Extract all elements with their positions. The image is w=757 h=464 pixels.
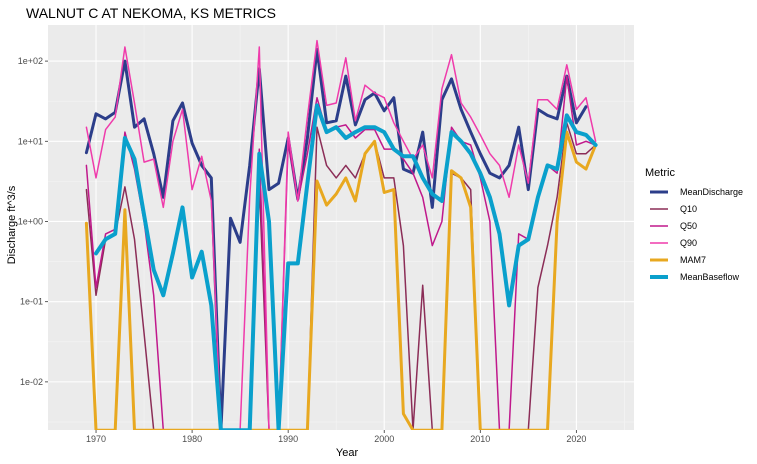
chart-title: WALNUT C AT NEKOMA, KS METRICS <box>26 5 276 21</box>
series-line-mam7 <box>84 130 598 430</box>
y-axis: 1e-02 1e-01 1e+00 1e+01 1e+02 <box>18 56 48 387</box>
y-tick-label: 1e-02 <box>20 377 43 387</box>
series-line-q90 <box>85 39 597 430</box>
y-tick-label: 1e+00 <box>18 216 43 226</box>
y-axis-title: Discharge ft^3/s <box>6 185 18 264</box>
x-tick-label: 2010 <box>470 434 490 444</box>
legend: MeanDischarge Q10 Q50 Q90 MAM7 MeanBaseflow <box>650 187 743 282</box>
x-tick-label: 2000 <box>374 434 394 444</box>
grid-lines <box>48 25 634 430</box>
y-tick-label: 1e+01 <box>18 136 43 146</box>
plot-area <box>84 39 598 430</box>
x-axis-title: Year <box>336 447 359 459</box>
series-line-meanbaseflow <box>94 103 598 430</box>
series-line-q50 <box>85 75 597 430</box>
legend-label-q90: Q90 <box>680 238 697 248</box>
series-group <box>84 39 598 430</box>
y-tick-label: 1e-01 <box>20 297 43 307</box>
legend-label-meandischarge: MeanDischarge <box>680 187 743 197</box>
x-axis: 1970 1980 1990 2000 2010 2020 <box>86 430 586 444</box>
legend-label-mam7: MAM7 <box>680 255 706 265</box>
x-tick-label: 2020 <box>566 434 586 444</box>
plot-panel <box>48 25 634 430</box>
x-tick-label: 1980 <box>182 434 202 444</box>
legend-label-q10: Q10 <box>680 204 697 214</box>
legend-label-q50: Q50 <box>680 221 697 231</box>
x-tick-label: 1990 <box>278 434 298 444</box>
legend-title: Metric <box>645 167 675 179</box>
legend-label-meanbaseflow: MeanBaseflow <box>680 272 740 282</box>
x-tick-label: 1970 <box>86 434 106 444</box>
series-line-q10 <box>85 122 597 430</box>
y-tick-label: 1e+02 <box>18 56 43 66</box>
